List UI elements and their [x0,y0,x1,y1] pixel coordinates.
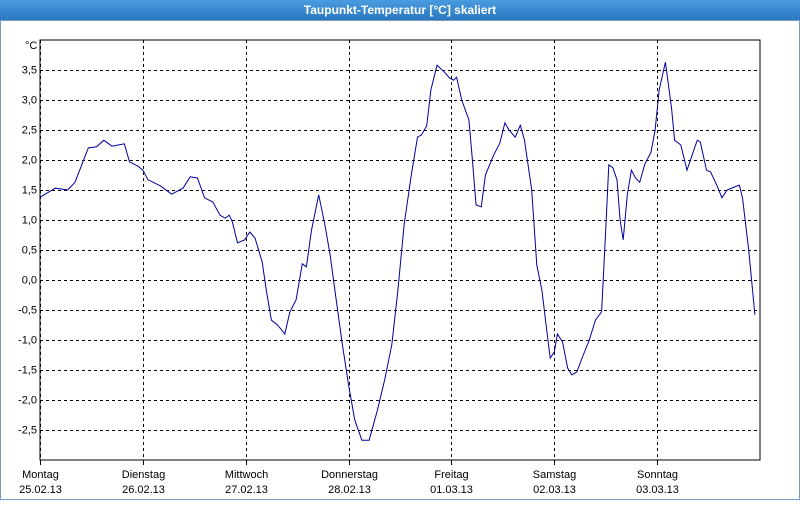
x-tick-label: Samstag [533,469,576,481]
y-tick-label: 0,0 [22,274,37,286]
y-tick-label: -2,0 [18,394,37,406]
y-tick-label: 3,5 [22,64,37,76]
x-tick-date: 28.02.13 [328,484,371,496]
x-tick-date: 01.03.13 [430,484,473,496]
x-tick-date: 27.02.13 [225,484,268,496]
y-tick-label: 2,0 [22,154,37,166]
y-unit: °C [25,40,37,52]
x-tick-label: Sonntag [637,469,678,481]
y-tick-label: 2,5 [22,124,37,136]
y-tick-label: 1,5 [22,184,37,196]
y-tick-label: 3,0 [22,94,37,106]
x-tick-date: 03.03.13 [636,484,679,496]
x-tick-label: Donnerstag [321,469,378,481]
x-tick-label: Freitag [434,469,468,481]
chart-title: Taupunkt-Temperatur [°C] skaliert [304,3,496,17]
data-line [39,62,756,441]
x-tick-date: 26.02.13 [122,484,165,496]
y-tick-label: -1,5 [18,364,37,376]
y-tick-label: -2,5 [18,424,37,436]
y-tick-label: 0,5 [22,244,37,256]
x-tick-label: Mittwoch [225,469,268,481]
y-tick-label: 1,0 [22,214,37,226]
window-body [0,20,800,500]
x-tick-date: 02.03.13 [533,484,576,496]
y-tick-label: -0,5 [18,304,37,316]
x-tick-label: Montag [22,469,59,481]
title-bar [0,0,800,20]
x-tick-date: 25.02.13 [19,484,62,496]
x-tick-label: Dienstag [122,469,165,481]
y-tick-label: -1,0 [18,334,37,346]
